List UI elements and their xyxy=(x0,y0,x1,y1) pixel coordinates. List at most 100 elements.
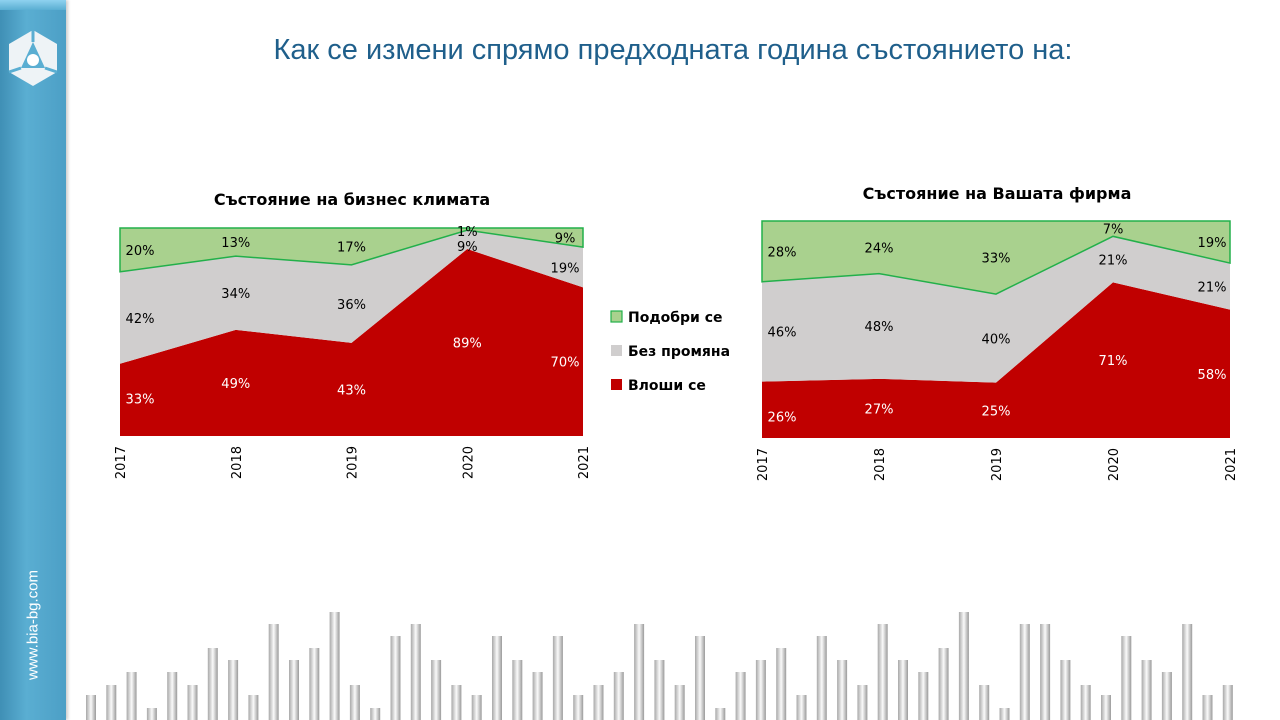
data-label-better: 9% xyxy=(555,232,576,247)
x-tick-label: 2017 xyxy=(114,446,129,479)
decorative-bar xyxy=(1080,685,1091,720)
area-worse xyxy=(762,282,1230,438)
decorative-bar xyxy=(532,672,543,720)
decorative-bar xyxy=(1202,695,1213,720)
data-label-same: 40% xyxy=(982,332,1011,347)
decorative-bar xyxy=(857,685,868,720)
data-label-worse: 71% xyxy=(1099,354,1128,369)
x-tick-label: 2018 xyxy=(873,448,888,481)
decorative-bar xyxy=(1101,695,1111,720)
decorative-bar xyxy=(207,648,218,720)
data-label-same: 21% xyxy=(1198,280,1227,295)
data-label-same: 46% xyxy=(768,326,797,341)
legend-label-same: Без промяна xyxy=(628,344,730,360)
decorative-bar xyxy=(492,636,502,720)
legend-swatch-same xyxy=(611,345,622,356)
x-tick-label: 2021 xyxy=(1224,448,1239,481)
decorative-bar xyxy=(938,648,949,720)
x-tick-label: 2021 xyxy=(577,446,592,479)
decorative-bar xyxy=(654,660,665,720)
decorative-bar xyxy=(471,695,482,720)
decorative-bar xyxy=(593,685,604,720)
x-tick-label: 2019 xyxy=(346,446,361,479)
legend-swatch-better xyxy=(610,310,623,323)
legend: Подобри се Без промяна Влоши се xyxy=(610,310,730,394)
x-tick-label: 2020 xyxy=(461,446,476,479)
chart-your-company: 26% 27% 25% 71% 58% 46% 48% 40% 21% 21% 28% 24% 33% 7… xyxy=(756,220,1239,481)
decorative-bar xyxy=(1040,624,1051,720)
data-label-same: 42% xyxy=(126,312,155,327)
data-label-same: 9% xyxy=(457,240,478,255)
sidebar: www.bia-bg.com xyxy=(0,0,66,720)
decorative-bar xyxy=(816,636,827,720)
data-label-same: 21% xyxy=(1099,253,1128,268)
decorative-bar xyxy=(228,660,239,720)
area-same xyxy=(120,230,583,364)
decorative-bar xyxy=(431,660,442,720)
decorative-bar xyxy=(106,685,117,720)
decorative-bar xyxy=(451,685,462,720)
decorative-bar xyxy=(979,685,990,720)
data-label-same: 48% xyxy=(865,320,894,335)
data-label-better: 19% xyxy=(1198,236,1227,251)
data-label-worse: 25% xyxy=(982,404,1011,419)
decorative-bar xyxy=(918,672,929,720)
data-label-same: 34% xyxy=(221,287,250,302)
chart-title-your-company: Състояние на Вашата фирма xyxy=(863,184,1132,203)
data-label-better: 33% xyxy=(982,252,1011,267)
decorative-bar xyxy=(898,660,908,720)
sidebar-highlight xyxy=(0,0,66,10)
decorative-bar xyxy=(837,660,848,720)
decorative-bar xyxy=(1060,660,1071,720)
page-title: Как се измени спрямо предходната година … xyxy=(273,34,1073,66)
area-better xyxy=(119,227,584,273)
decorative-bar xyxy=(877,624,888,720)
decorative-bar xyxy=(1161,672,1172,720)
chart-business-climate: 33% 49% 43% 89% 70% 42% 34% 36% 9% 19% 20% 13% 17% 1%… xyxy=(114,225,592,479)
data-label-worse: 26% xyxy=(768,411,797,426)
decorative-bar xyxy=(268,624,279,720)
decorative-bar xyxy=(126,672,137,720)
data-label-better: 13% xyxy=(221,236,250,251)
decorative-bar xyxy=(634,624,645,720)
x-tick-label: 2019 xyxy=(990,448,1005,481)
decorative-bar xyxy=(289,660,299,720)
data-label-same: 19% xyxy=(551,261,580,276)
decorative-bar xyxy=(735,672,746,720)
decorative-bar xyxy=(1222,685,1233,720)
data-label-better: 7% xyxy=(1103,223,1124,238)
decorative-bar xyxy=(167,672,178,720)
decorative-bar xyxy=(1141,660,1152,720)
legend-label-worse: Влоши се xyxy=(628,378,706,394)
decorative-bar xyxy=(370,708,381,720)
decorative-bar xyxy=(796,695,807,720)
decorative-bar xyxy=(958,612,969,720)
decorative-bar xyxy=(248,695,259,720)
decorative-bar xyxy=(1182,624,1193,720)
data-label-worse: 70% xyxy=(551,356,580,371)
decorative-bar xyxy=(1019,624,1030,720)
decorative-bar xyxy=(674,685,685,720)
data-label-worse: 89% xyxy=(453,337,482,352)
chart-title-business-climate: Състояние на бизнес климата xyxy=(214,190,490,209)
decorative-bar xyxy=(512,660,523,720)
decorative-bar xyxy=(755,660,766,720)
decorative-bar xyxy=(187,685,198,720)
decorative-bar xyxy=(695,636,705,720)
decorative-bar xyxy=(552,636,563,720)
decorative-bar xyxy=(776,648,787,720)
x-tick-label: 2020 xyxy=(1107,448,1122,481)
data-label-worse: 49% xyxy=(221,377,250,392)
decorative-bar xyxy=(410,624,421,720)
decorative-bar xyxy=(573,695,584,720)
data-label-worse: 27% xyxy=(865,402,894,417)
decorative-bar xyxy=(309,648,320,720)
decorative-bar xyxy=(390,636,401,720)
x-tick-label: 2017 xyxy=(756,448,771,481)
bia-logo-icon xyxy=(8,30,58,86)
decorative-bar xyxy=(613,672,624,720)
data-label-better: 17% xyxy=(337,240,366,255)
area-worse xyxy=(120,249,583,436)
decorative-bar xyxy=(1121,636,1132,720)
data-label-worse: 43% xyxy=(337,383,366,398)
